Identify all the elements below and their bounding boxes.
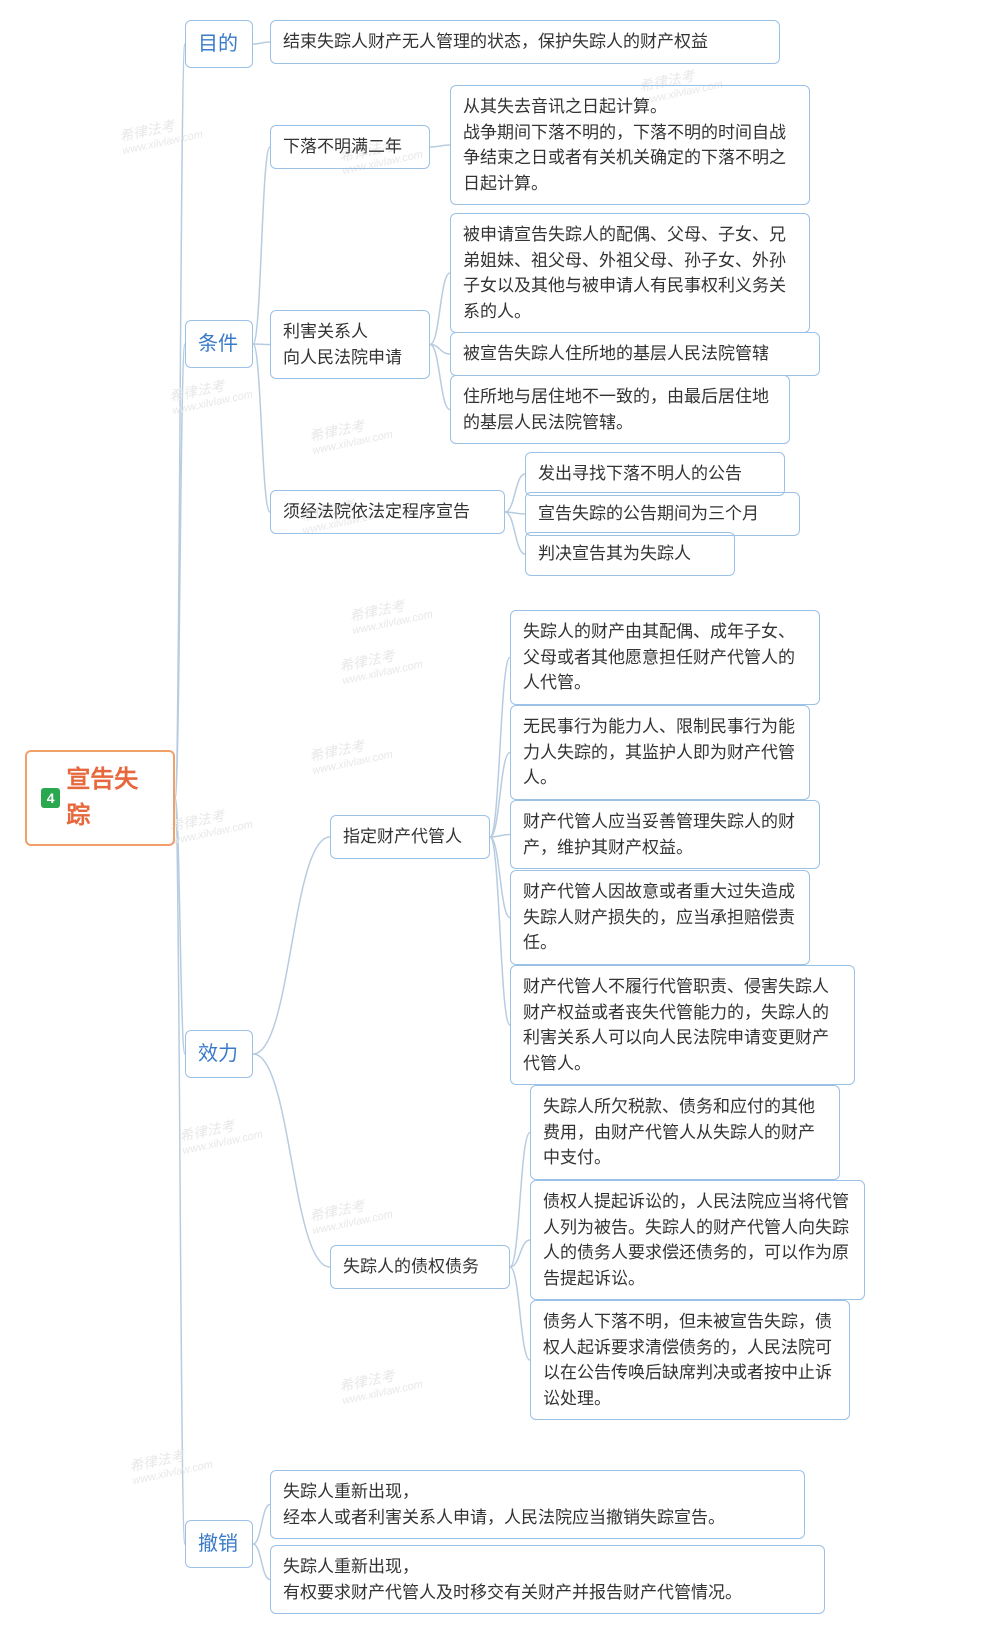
root-label: 宣告失踪 bbox=[66, 762, 159, 834]
node-l222: 被宣告失踪人住所地的基层人民法院管辖 bbox=[450, 332, 820, 376]
node-l42: 失踪人重新出现， 有权要求财产代管人及时移交有关财产并报告财产代管情况。 bbox=[270, 1545, 825, 1614]
watermark: 希律法考www.xilvlaw.com bbox=[178, 1112, 264, 1158]
node-m23: 须经法院依法定程序宣告 bbox=[270, 490, 505, 534]
node-l223: 住所地与居住地不一致的，由最后居住地的基层人民法院管辖。 bbox=[450, 375, 790, 444]
node-root: 4 宣告失踪 bbox=[25, 750, 175, 846]
node-l323: 债务人下落不明，但未被宣告失踪，债权人起诉要求清偿债务的，人民法院可以在公告传唤… bbox=[530, 1300, 850, 1420]
node-l314: 财产代管人因故意或者重大过失造成失踪人财产损失的，应当承担赔偿责任。 bbox=[510, 870, 810, 965]
node-l221: 被申请宣告失踪人的配偶、父母、子女、兄弟姐妹、祖父母、外祖父母、孙子女、外孙子女… bbox=[450, 213, 810, 333]
node-l232: 宣告失踪的公告期间为三个月 bbox=[525, 492, 800, 536]
node-l322: 债权人提起诉讼的，人民法院应当将代管人列为被告。失踪人的财产代管人向失踪人的债务… bbox=[530, 1180, 865, 1300]
mindmap-canvas: 希律法考www.xilvlaw.com希律法考www.xilvlaw.com希律… bbox=[0, 0, 1000, 1641]
watermark: 希律法考www.xilvlaw.com bbox=[168, 372, 254, 418]
watermark: 希律法考www.xilvlaw.com bbox=[338, 1362, 424, 1408]
node-l313: 财产代管人应当妥善管理失踪人的财产，维护其财产权益。 bbox=[510, 800, 820, 869]
watermark: 希律法考www.xilvlaw.com bbox=[118, 112, 204, 158]
watermark: 希律法考www.xilvlaw.com bbox=[308, 412, 394, 458]
node-l312: 无民事行为能力人、限制民事行为能力人失踪的，其监护人即为财产代管人。 bbox=[510, 705, 810, 800]
watermark: 希律法考www.xilvlaw.com bbox=[308, 732, 394, 778]
node-l321: 失踪人所欠税款、债务和应付的其他费用，由财产代管人从失踪人的财产中支付。 bbox=[530, 1085, 840, 1180]
watermark: 希律法考www.xilvlaw.com bbox=[168, 802, 254, 848]
node-m22: 利害关系人 向人民法院申请 bbox=[270, 310, 430, 379]
node-b4: 撤销 bbox=[185, 1520, 253, 1568]
node-b1: 目的 bbox=[185, 20, 253, 68]
node-m31: 指定财产代管人 bbox=[330, 815, 490, 859]
watermark: 希律法考www.xilvlaw.com bbox=[348, 592, 434, 638]
node-l233: 判决宣告其为失踪人 bbox=[525, 532, 735, 576]
node-b2: 条件 bbox=[185, 320, 253, 368]
node-m21: 下落不明满二年 bbox=[270, 125, 430, 169]
node-l21: 从其失去音讯之日起计算。 战争期间下落不明的，下落不明的时间自战争结束之日或者有… bbox=[450, 85, 810, 205]
node-l41: 失踪人重新出现， 经本人或者利害关系人申请，人民法院应当撤销失踪宣告。 bbox=[270, 1470, 805, 1539]
node-b3: 效力 bbox=[185, 1030, 253, 1078]
node-l315: 财产代管人不履行代管职责、侵害失踪人财产权益或者丧失代管能力的，失踪人的利害关系… bbox=[510, 965, 855, 1085]
watermark: 希律法考www.xilvlaw.com bbox=[128, 1442, 214, 1488]
watermark: 希律法考www.xilvlaw.com bbox=[338, 642, 424, 688]
watermark: 希律法考www.xilvlaw.com bbox=[308, 1192, 394, 1238]
node-m32: 失踪人的债权债务 bbox=[330, 1245, 510, 1289]
root-badge: 4 bbox=[41, 788, 60, 808]
node-l231: 发出寻找下落不明人的公告 bbox=[525, 452, 785, 496]
node-l311: 失踪人的财产由其配偶、成年子女、父母或者其他愿意担任财产代管人的人代管。 bbox=[510, 610, 820, 705]
node-l1: 结束失踪人财产无人管理的状态，保护失踪人的财产权益 bbox=[270, 20, 780, 64]
